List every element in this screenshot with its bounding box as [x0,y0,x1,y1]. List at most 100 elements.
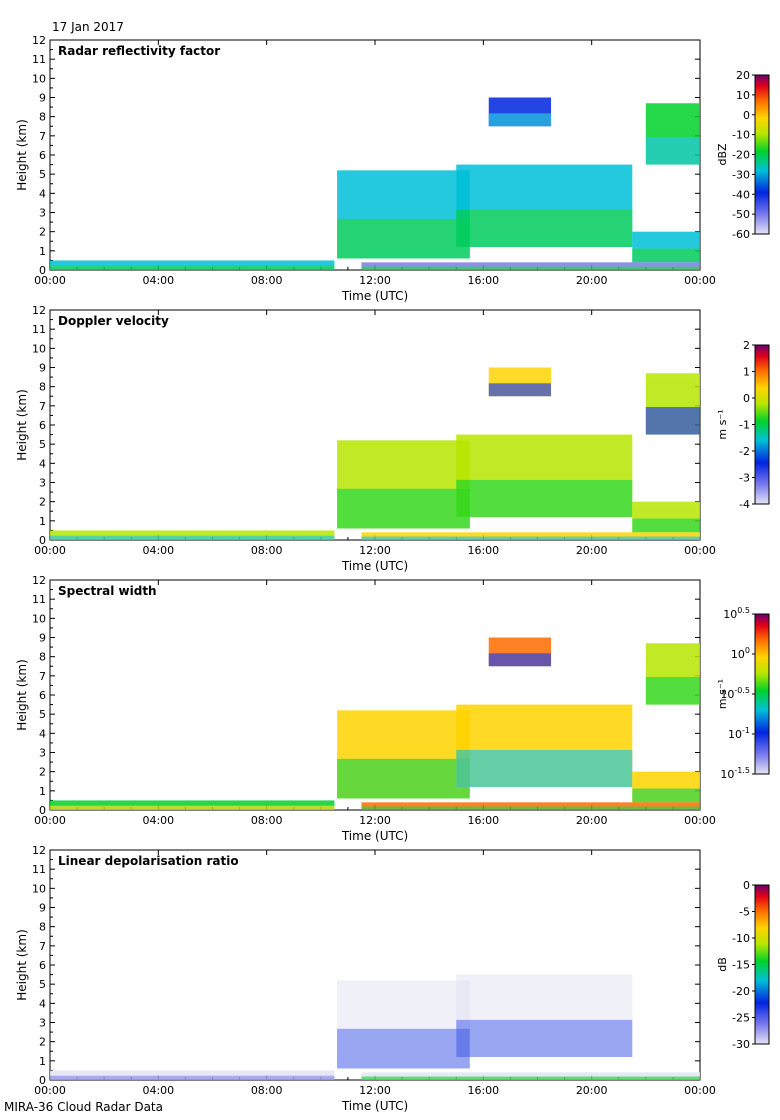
colorbar-tick-label: -25 [732,1012,750,1025]
y-tick-label: 8 [39,921,46,934]
echo-region [50,530,335,540]
y-tick-label: 9 [39,632,46,645]
echo-core [645,136,700,165]
echo-core [337,218,470,259]
y-tick-label: 5 [39,978,46,991]
colorbar-tick-label: -10 [732,129,750,142]
echo-region [337,440,470,529]
echo-region [361,532,700,540]
echo-core [50,265,335,270]
x-tick-label: 04:00 [142,544,174,557]
y-tick-label: 12 [32,34,46,47]
y-tick-label: 10 [32,72,46,85]
colorbar-tick-label: 10-0.5 [720,686,750,701]
colorbar-label: dBZ [716,143,729,166]
colorbar-label: m s⁻¹ [716,679,729,709]
x-axis-label: Time (UTC) [341,289,408,303]
echo-core [50,1075,335,1080]
y-tick-label: 11 [32,863,46,876]
y-tick-label: 11 [32,593,46,606]
y-tick-label: 6 [39,419,46,432]
y-tick-label: 6 [39,149,46,162]
x-tick-label: 04:00 [142,814,174,827]
colorbar-tick-label: -20 [732,149,750,162]
y-tick-label: 2 [39,1036,46,1049]
colorbar-tick-label: 100.5 [723,606,750,621]
echo-region [337,710,470,799]
echo-region [645,103,700,165]
x-tick-label: 04:00 [142,274,174,287]
echo-region [632,501,700,533]
y-tick-label: 9 [39,92,46,105]
y-tick-label: 4 [39,457,46,470]
colorbar-tick-label: 10-1.5 [720,766,750,781]
echo-region [361,262,700,270]
colorbar-label: dB [716,957,729,972]
echo-region [50,1070,335,1080]
y-tick-label: 8 [39,651,46,664]
x-tick-label: 16:00 [467,814,499,827]
colorbar [754,344,770,505]
x-tick-label: 20:00 [576,814,608,827]
echo-fill [50,260,335,270]
x-axis-label: Time (UTC) [341,829,408,843]
x-tick-label: 08:00 [251,544,283,557]
panel-title: Linear depolarisation ratio [58,854,239,868]
x-tick-label: 00:00 [684,544,716,557]
colorbar-tick-label: 10 [736,89,750,102]
echo-core [488,653,552,667]
echo-core [488,383,552,397]
x-tick-label: 00:00 [684,814,716,827]
x-tick-label: 08:00 [251,814,283,827]
echo-fill [50,800,335,810]
y-tick-label: 7 [39,670,46,683]
y-tick-label: 1 [39,245,46,258]
y-tick-label: 0 [39,534,46,547]
colorbar-tick-label: 0 [743,392,750,405]
echo-core [456,749,633,787]
x-tick-label: 12:00 [359,274,391,287]
y-tick-label: 0 [39,804,46,817]
y-tick-label: 3 [39,207,46,220]
colorbar-tick-label: 20 [736,69,750,82]
y-tick-label: 7 [39,940,46,953]
x-tick-label: 16:00 [467,1084,499,1097]
echo-region [456,434,633,517]
x-tick-label: 20:00 [576,274,608,287]
colorbar-label: m s⁻¹ [716,409,729,439]
y-tick-label: 2 [39,226,46,239]
colorbar-tick-label: 10-1 [728,726,750,741]
echo-core [456,1019,633,1057]
y-tick-label: 5 [39,708,46,721]
panel-title: Spectral width [58,584,157,598]
echo-core [337,758,470,799]
echo-region [632,771,700,803]
y-tick-label: 4 [39,727,46,740]
echo-core [337,488,470,529]
echo-core [645,406,700,435]
y-tick-label: 0 [39,264,46,277]
y-tick-label: 10 [32,612,46,625]
footer-caption: MIRA-36 Cloud Radar Data [4,1100,163,1114]
y-tick-label: 2 [39,496,46,509]
echo-region [337,980,470,1069]
colorbar-tick-label: -2 [739,445,750,458]
colorbar-tick-label: -30 [732,168,750,181]
echo-fill [361,532,700,540]
x-tick-label: 16:00 [467,544,499,557]
echo-fill [456,974,633,1057]
panel-title: Doppler velocity [58,314,169,328]
y-tick-label: 0 [39,1074,46,1087]
y-tick-label: 2 [39,766,46,779]
y-tick-label: 7 [39,400,46,413]
y-tick-label: 10 [32,342,46,355]
x-tick-label: 16:00 [467,274,499,287]
colorbar [754,613,770,775]
x-tick-label: 12:00 [359,814,391,827]
colorbar-tick-label: -3 [739,472,750,485]
y-tick-label: 3 [39,477,46,490]
x-tick-label: 20:00 [576,1084,608,1097]
colorbar-tick-label: -4 [739,498,750,511]
colorbar-tick-label: 0 [743,879,750,892]
